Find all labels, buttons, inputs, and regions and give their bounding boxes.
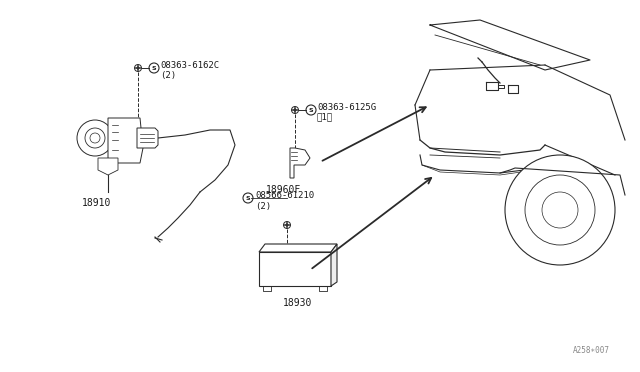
Circle shape xyxy=(505,155,615,265)
Text: 08363-6162C: 08363-6162C xyxy=(160,61,219,70)
Text: 18930: 18930 xyxy=(284,298,313,308)
Text: （1）: （1） xyxy=(317,112,333,122)
Circle shape xyxy=(134,64,141,71)
Text: (2): (2) xyxy=(255,202,271,211)
Text: (2): (2) xyxy=(160,71,176,80)
Text: 08363-6125G: 08363-6125G xyxy=(317,103,376,112)
Circle shape xyxy=(525,175,595,245)
Polygon shape xyxy=(259,252,331,286)
Circle shape xyxy=(90,133,100,143)
Polygon shape xyxy=(98,158,118,175)
Text: A258∗007: A258∗007 xyxy=(573,346,610,355)
Polygon shape xyxy=(108,118,143,163)
Text: S: S xyxy=(246,196,250,201)
Text: S: S xyxy=(152,65,156,71)
Circle shape xyxy=(284,221,291,228)
Polygon shape xyxy=(259,244,337,252)
Circle shape xyxy=(291,106,298,113)
Circle shape xyxy=(85,128,105,148)
Text: 08566-61210: 08566-61210 xyxy=(255,190,314,199)
Text: 18960F: 18960F xyxy=(266,185,301,195)
Text: 18910: 18910 xyxy=(83,198,112,208)
Circle shape xyxy=(77,120,113,156)
Polygon shape xyxy=(137,128,158,148)
Polygon shape xyxy=(290,148,310,178)
Polygon shape xyxy=(331,244,337,286)
Circle shape xyxy=(542,192,578,228)
Text: S: S xyxy=(308,108,314,112)
